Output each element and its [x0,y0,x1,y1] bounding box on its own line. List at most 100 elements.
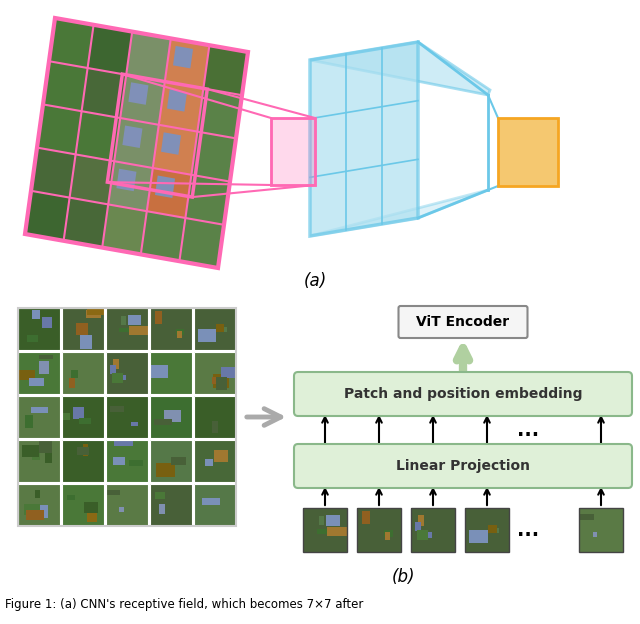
Polygon shape [271,118,315,185]
Polygon shape [88,25,132,75]
Bar [161,507,168,520]
Bar [150,440,192,482]
Text: Patch and position embedding: Patch and position embedding [344,387,582,401]
Bar [18,484,60,526]
Bar [156,492,165,499]
Polygon shape [31,148,76,198]
Bar [113,457,125,466]
Bar [67,495,76,500]
Bar [579,508,623,552]
Bar [62,396,104,438]
Bar [106,396,148,438]
Bar [63,413,70,421]
Bar [33,449,40,460]
Bar [35,490,40,499]
Bar [84,502,99,512]
Bar [176,329,184,336]
Bar [22,446,39,457]
Text: Linear Projection: Linear Projection [396,459,530,473]
Bar [81,335,92,349]
Text: (a): (a) [303,272,326,290]
Bar [488,525,497,533]
Bar [194,484,236,526]
Bar [150,396,192,438]
Bar [24,504,40,515]
Bar [205,459,213,466]
FancyBboxPatch shape [399,306,527,338]
Polygon shape [102,205,147,255]
Bar [202,487,220,499]
Bar [150,308,192,350]
Polygon shape [153,125,197,175]
Bar [216,377,227,390]
Bar [177,331,182,338]
Bar [18,352,60,394]
Bar [220,414,232,429]
Bar [106,484,148,526]
Bar [150,484,192,526]
Bar [119,507,124,512]
Bar [593,532,597,537]
Bar [170,457,186,465]
Bar [202,497,220,505]
Polygon shape [116,168,136,191]
Bar [62,440,104,482]
Bar [62,352,104,394]
Polygon shape [25,191,70,241]
Bar [110,365,116,374]
Polygon shape [159,82,204,132]
Bar [62,308,104,350]
Bar [580,514,594,520]
Polygon shape [141,211,186,261]
Bar [164,411,181,422]
Bar [159,504,164,514]
Bar [155,311,163,324]
Bar [150,440,192,482]
Bar [194,308,236,350]
Bar [18,440,60,482]
Bar [194,352,236,394]
Bar [19,369,35,380]
Bar [129,314,141,326]
Bar [469,530,488,543]
Bar [18,308,60,350]
Bar [216,324,225,332]
Bar [86,309,104,314]
Bar [106,440,148,482]
Polygon shape [310,42,418,236]
Bar [18,396,60,438]
Bar [119,328,129,333]
Bar [317,529,327,534]
Polygon shape [43,61,88,111]
Bar [26,510,44,520]
Polygon shape [167,89,187,112]
Polygon shape [186,175,230,225]
Polygon shape [197,89,242,139]
Text: ...: ... [517,520,539,540]
Bar [150,396,192,438]
Bar [214,450,228,462]
Bar [154,419,172,425]
Bar [77,447,89,455]
Bar [83,444,88,456]
Bar [326,515,340,526]
Bar [107,490,120,495]
Bar [194,308,236,350]
Bar [62,484,104,526]
Bar [31,407,48,414]
Bar [29,378,44,386]
Bar [42,317,52,328]
Bar [419,515,424,526]
Bar [18,484,60,526]
Bar [106,352,148,394]
Polygon shape [191,132,236,182]
Polygon shape [49,18,93,68]
Bar [384,530,393,537]
Bar [150,365,168,378]
Polygon shape [108,161,153,211]
Polygon shape [120,75,165,125]
Bar [357,534,375,541]
Bar [218,327,227,331]
Bar [32,505,48,519]
Bar [150,308,192,350]
